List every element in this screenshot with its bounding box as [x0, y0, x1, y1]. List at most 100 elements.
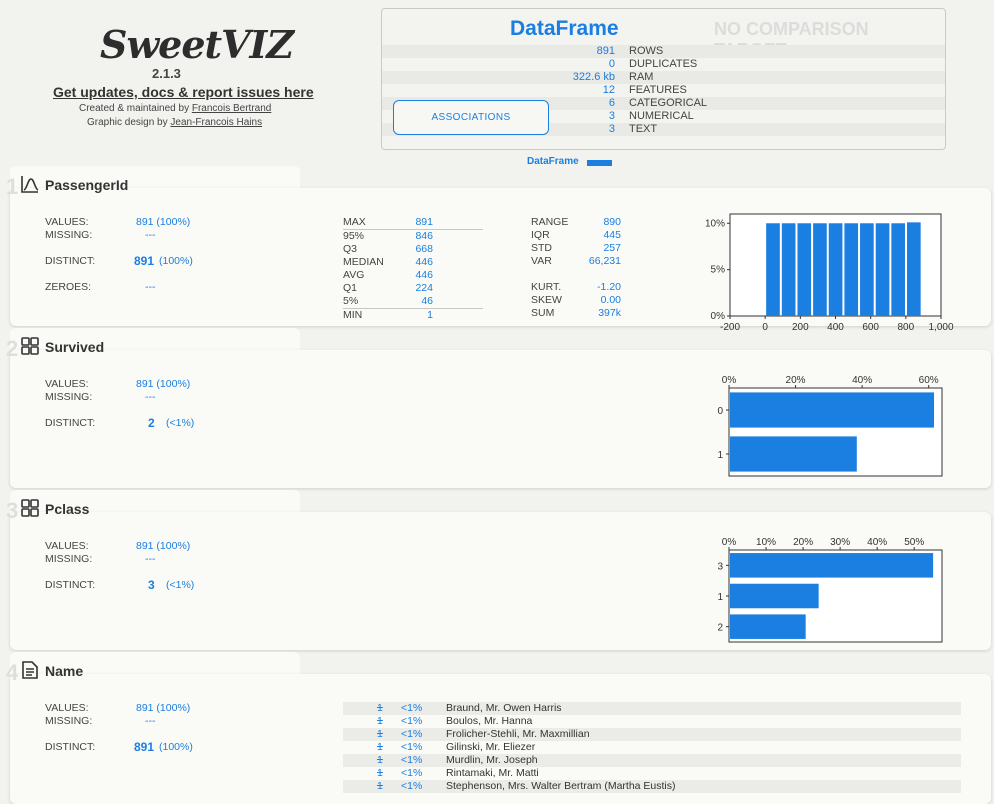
missing-label: MISSING: — [45, 229, 93, 241]
histogram-bar — [828, 223, 843, 316]
missing-value: --- — [145, 553, 156, 565]
top-value-pct: <1% — [401, 741, 423, 753]
quantile-label: Q1 — [343, 282, 358, 294]
missing-label: MISSING: — [45, 391, 93, 403]
quantile-value: 668 — [415, 243, 433, 255]
quantile-value: 1 — [427, 309, 433, 321]
summary-value: 12 — [602, 84, 615, 96]
feature-title: Survived — [45, 339, 105, 355]
top-value-name: Rintamaki, Mr. Matti — [446, 767, 539, 779]
top-value-pct: <1% — [401, 728, 423, 740]
histogram-bar — [766, 223, 780, 316]
top-value-pct: <1% — [401, 715, 423, 727]
x-tick-label: 1,000 — [928, 322, 953, 333]
version-label: 2.1.3 — [152, 66, 181, 81]
x-tick-label: 0% — [722, 537, 737, 548]
summary-value: 322.6 kb — [572, 71, 615, 83]
top-value-count: 1 — [377, 728, 383, 740]
top-value-count: 1 — [377, 741, 383, 753]
values-label: VALUES: — [45, 540, 89, 552]
zeroes-value: --- — [145, 281, 156, 293]
summary-value: 891 — [596, 45, 615, 57]
legend-label: DataFrame — [527, 156, 579, 167]
summary-value: 3 — [608, 110, 615, 122]
top-value-pct: <1% — [401, 754, 423, 766]
x-tick-label: 50% — [904, 537, 924, 548]
values-label: VALUES: — [45, 702, 89, 714]
dataframe-title: DataFrame — [510, 17, 619, 40]
stat-value: -1.20 — [597, 281, 621, 293]
values-label: VALUES: — [45, 378, 89, 390]
feature-title: Pclass — [45, 501, 90, 517]
y-tick-label: 0% — [711, 311, 726, 322]
summary-row: 322.6 kb RAM — [382, 71, 945, 84]
updates-link[interactable]: Get updates, docs & report issues here — [53, 84, 314, 100]
stat-label: KURT. — [531, 281, 562, 293]
stat-value: 445 — [603, 229, 621, 241]
missing-value: --- — [145, 391, 156, 403]
author-link[interactable]: Francois Bertrand — [191, 103, 272, 114]
designer-link[interactable]: Jean-Francois Hains — [170, 117, 263, 128]
category-label: 0 — [717, 406, 723, 417]
dataframe-summary-panel: DataFrame NO COMPARISON TARGET 891ROWS0D… — [381, 8, 946, 150]
associations-button[interactable]: ASSOCIATIONS — [393, 100, 549, 135]
summary-label: FEATURES — [629, 84, 687, 96]
missing-value: --- — [145, 229, 156, 241]
stat-label: SUM — [531, 307, 555, 319]
distinct-count: 2 — [148, 416, 155, 430]
quantile-label: Q3 — [343, 243, 358, 255]
zeroes-label: ZEROES: — [45, 281, 92, 293]
category-bar-chart: 0 1 0% 20% 40% 60% — [717, 375, 943, 477]
category-bar — [730, 553, 934, 578]
missing-value: --- — [145, 715, 156, 727]
feature-index: 4 — [6, 660, 19, 685]
distinct-pct: (100%) — [159, 255, 193, 267]
histogram-bar — [797, 223, 812, 316]
quantile-divider-bottom — [343, 308, 483, 309]
stat-value: 890 — [603, 216, 621, 228]
top-value-name: Gilinski, Mr. Eliezer — [446, 741, 536, 753]
missing-label: MISSING: — [45, 553, 93, 565]
distinct-label: DISTINCT: — [45, 417, 96, 429]
summary-label: NUMERICAL — [629, 110, 694, 122]
category-bar — [730, 583, 819, 609]
stat-value: 397k — [598, 307, 621, 319]
x-tick-label: 0% — [722, 375, 737, 386]
category-bar — [730, 614, 806, 639]
feature-index: 3 — [6, 498, 19, 523]
top-value-count: 1 — [377, 715, 383, 727]
summary-label: CATEGORICAL — [629, 97, 708, 109]
missing-label: MISSING: — [45, 715, 93, 727]
stat-label: STD — [531, 242, 552, 254]
stat-label: VAR — [531, 255, 552, 267]
histogram-bar — [907, 222, 921, 316]
values-label: VALUES: — [45, 216, 89, 228]
category-label: 1 — [717, 450, 723, 461]
text-document-icon — [22, 661, 38, 679]
summary-label: RAM — [629, 71, 654, 83]
y-tick-label: 5% — [711, 265, 726, 276]
summary-label: TEXT — [629, 123, 658, 135]
category-bar — [730, 392, 935, 428]
stat-value: 66,231 — [588, 255, 621, 267]
sweetviz-logo: SweetVIZ — [100, 22, 294, 67]
summary-row: 12 FEATURES — [382, 84, 945, 97]
top-value-name: Murdlin, Mr. Joseph — [446, 754, 538, 766]
summary-row: 3 NUMERICAL — [382, 110, 945, 123]
histogram-bar — [844, 223, 859, 316]
distinct-pct: (<1%) — [166, 417, 195, 429]
x-tick-label: 600 — [862, 322, 879, 333]
distinct-pct: (<1%) — [166, 579, 195, 591]
top-value-count: 1 — [377, 767, 383, 779]
distinct-pct: (100%) — [159, 741, 193, 753]
summary-row: 0 DUPLICATES — [382, 58, 945, 71]
histogram-bar — [875, 223, 890, 316]
x-tick-label: 40% — [867, 537, 887, 548]
top-value-count: 1 — [377, 702, 383, 714]
x-tick-label: 400 — [827, 322, 844, 333]
numeric-chart-icon — [21, 176, 39, 193]
top-value-name: Frolicher-Stehli, Mr. Maxmillian — [446, 728, 590, 740]
summary-value: 6 — [608, 97, 615, 109]
x-tick-label: 20% — [786, 375, 806, 386]
top-value-pct: <1% — [401, 767, 423, 779]
